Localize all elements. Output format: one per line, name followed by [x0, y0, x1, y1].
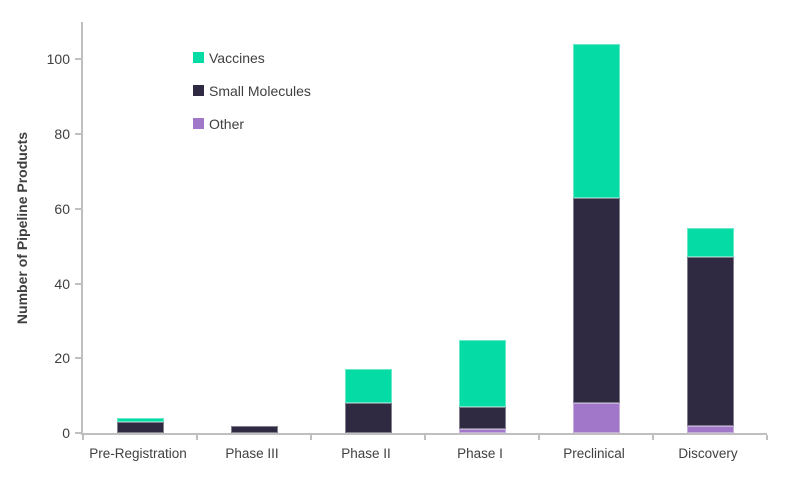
y-axis-tick — [75, 282, 81, 285]
legend-swatch-icon — [193, 52, 204, 63]
y-axis-tick-label: 20 — [54, 350, 70, 367]
bar-pre-registration — [116, 418, 164, 433]
y-axis-tick-label: 0 — [62, 425, 70, 441]
x-axis-category-label: Pre-Registration — [89, 446, 187, 461]
x-axis-category-label: Phase III — [225, 446, 279, 461]
bar-discovery — [686, 227, 734, 433]
legend-swatch-icon — [193, 118, 204, 129]
bar-segment-vaccines — [344, 369, 392, 404]
legend-label: Small Molecules — [209, 82, 311, 99]
bar-phase-i — [458, 339, 506, 433]
bar-segment-other — [572, 403, 620, 433]
bar-segment-vaccines — [458, 339, 506, 407]
x-axis-tick — [766, 435, 768, 440]
y-axis-tick — [75, 432, 81, 434]
x-axis-category-label: Discovery — [678, 446, 738, 461]
y-axis-tick-labels: 0 20 40 60 80 100 — [0, 22, 70, 441]
legend-label: Other — [209, 115, 245, 132]
y-axis-tick-label: 100 — [46, 51, 70, 68]
x-axis-tick — [82, 435, 84, 440]
bar-phase-ii — [344, 369, 392, 433]
legend-label: Vaccines — [209, 49, 265, 66]
x-axis-tick — [424, 435, 426, 440]
x-axis-tick — [310, 435, 312, 440]
x-axis-tick — [538, 435, 540, 440]
y-axis-tick — [75, 357, 81, 360]
bar-segment-vaccines — [116, 418, 164, 422]
bar-segment-small-molecules — [686, 257, 734, 426]
legend: Vaccines Small Molecules Other — [193, 49, 311, 148]
x-axis-category-label: Preclinical — [563, 446, 625, 461]
bar-segment-small-molecules — [344, 403, 392, 433]
plot-area — [75, 22, 768, 440]
legend-item-small-molecules: Small Molecules — [193, 82, 311, 99]
bar-phase-iii — [230, 425, 278, 433]
bar-segment-small-molecules — [572, 197, 620, 404]
x-axis-category-labels: Pre-Registration Phase III Phase II Phase I… — [81, 446, 765, 466]
y-axis-tick — [75, 133, 81, 136]
y-axis-tick — [75, 207, 81, 210]
y-axis-tick-label: 60 — [54, 200, 70, 217]
bar-segment-small-molecules — [230, 425, 278, 433]
bar-segment-other — [458, 429, 506, 433]
bar-segment-small-molecules — [458, 406, 506, 430]
x-axis-tick — [652, 435, 654, 440]
legend-item-other: Other — [193, 115, 311, 132]
y-axis-tick-label: 40 — [54, 275, 70, 292]
bar-segment-other — [686, 425, 734, 433]
legend-swatch-icon — [193, 85, 204, 96]
bar-segment-small-molecules — [116, 421, 164, 433]
y-axis-tick — [75, 58, 81, 61]
bar-segment-vaccines — [572, 44, 620, 198]
legend-item-vaccines: Vaccines — [193, 49, 311, 66]
x-axis-category-label: Phase I — [457, 446, 503, 461]
bar-preclinical — [572, 44, 620, 433]
bar-segment-vaccines — [686, 227, 734, 258]
y-axis-tick-label: 80 — [54, 126, 70, 143]
x-axis-tick — [196, 435, 198, 440]
x-axis-category-label: Phase II — [341, 446, 391, 461]
